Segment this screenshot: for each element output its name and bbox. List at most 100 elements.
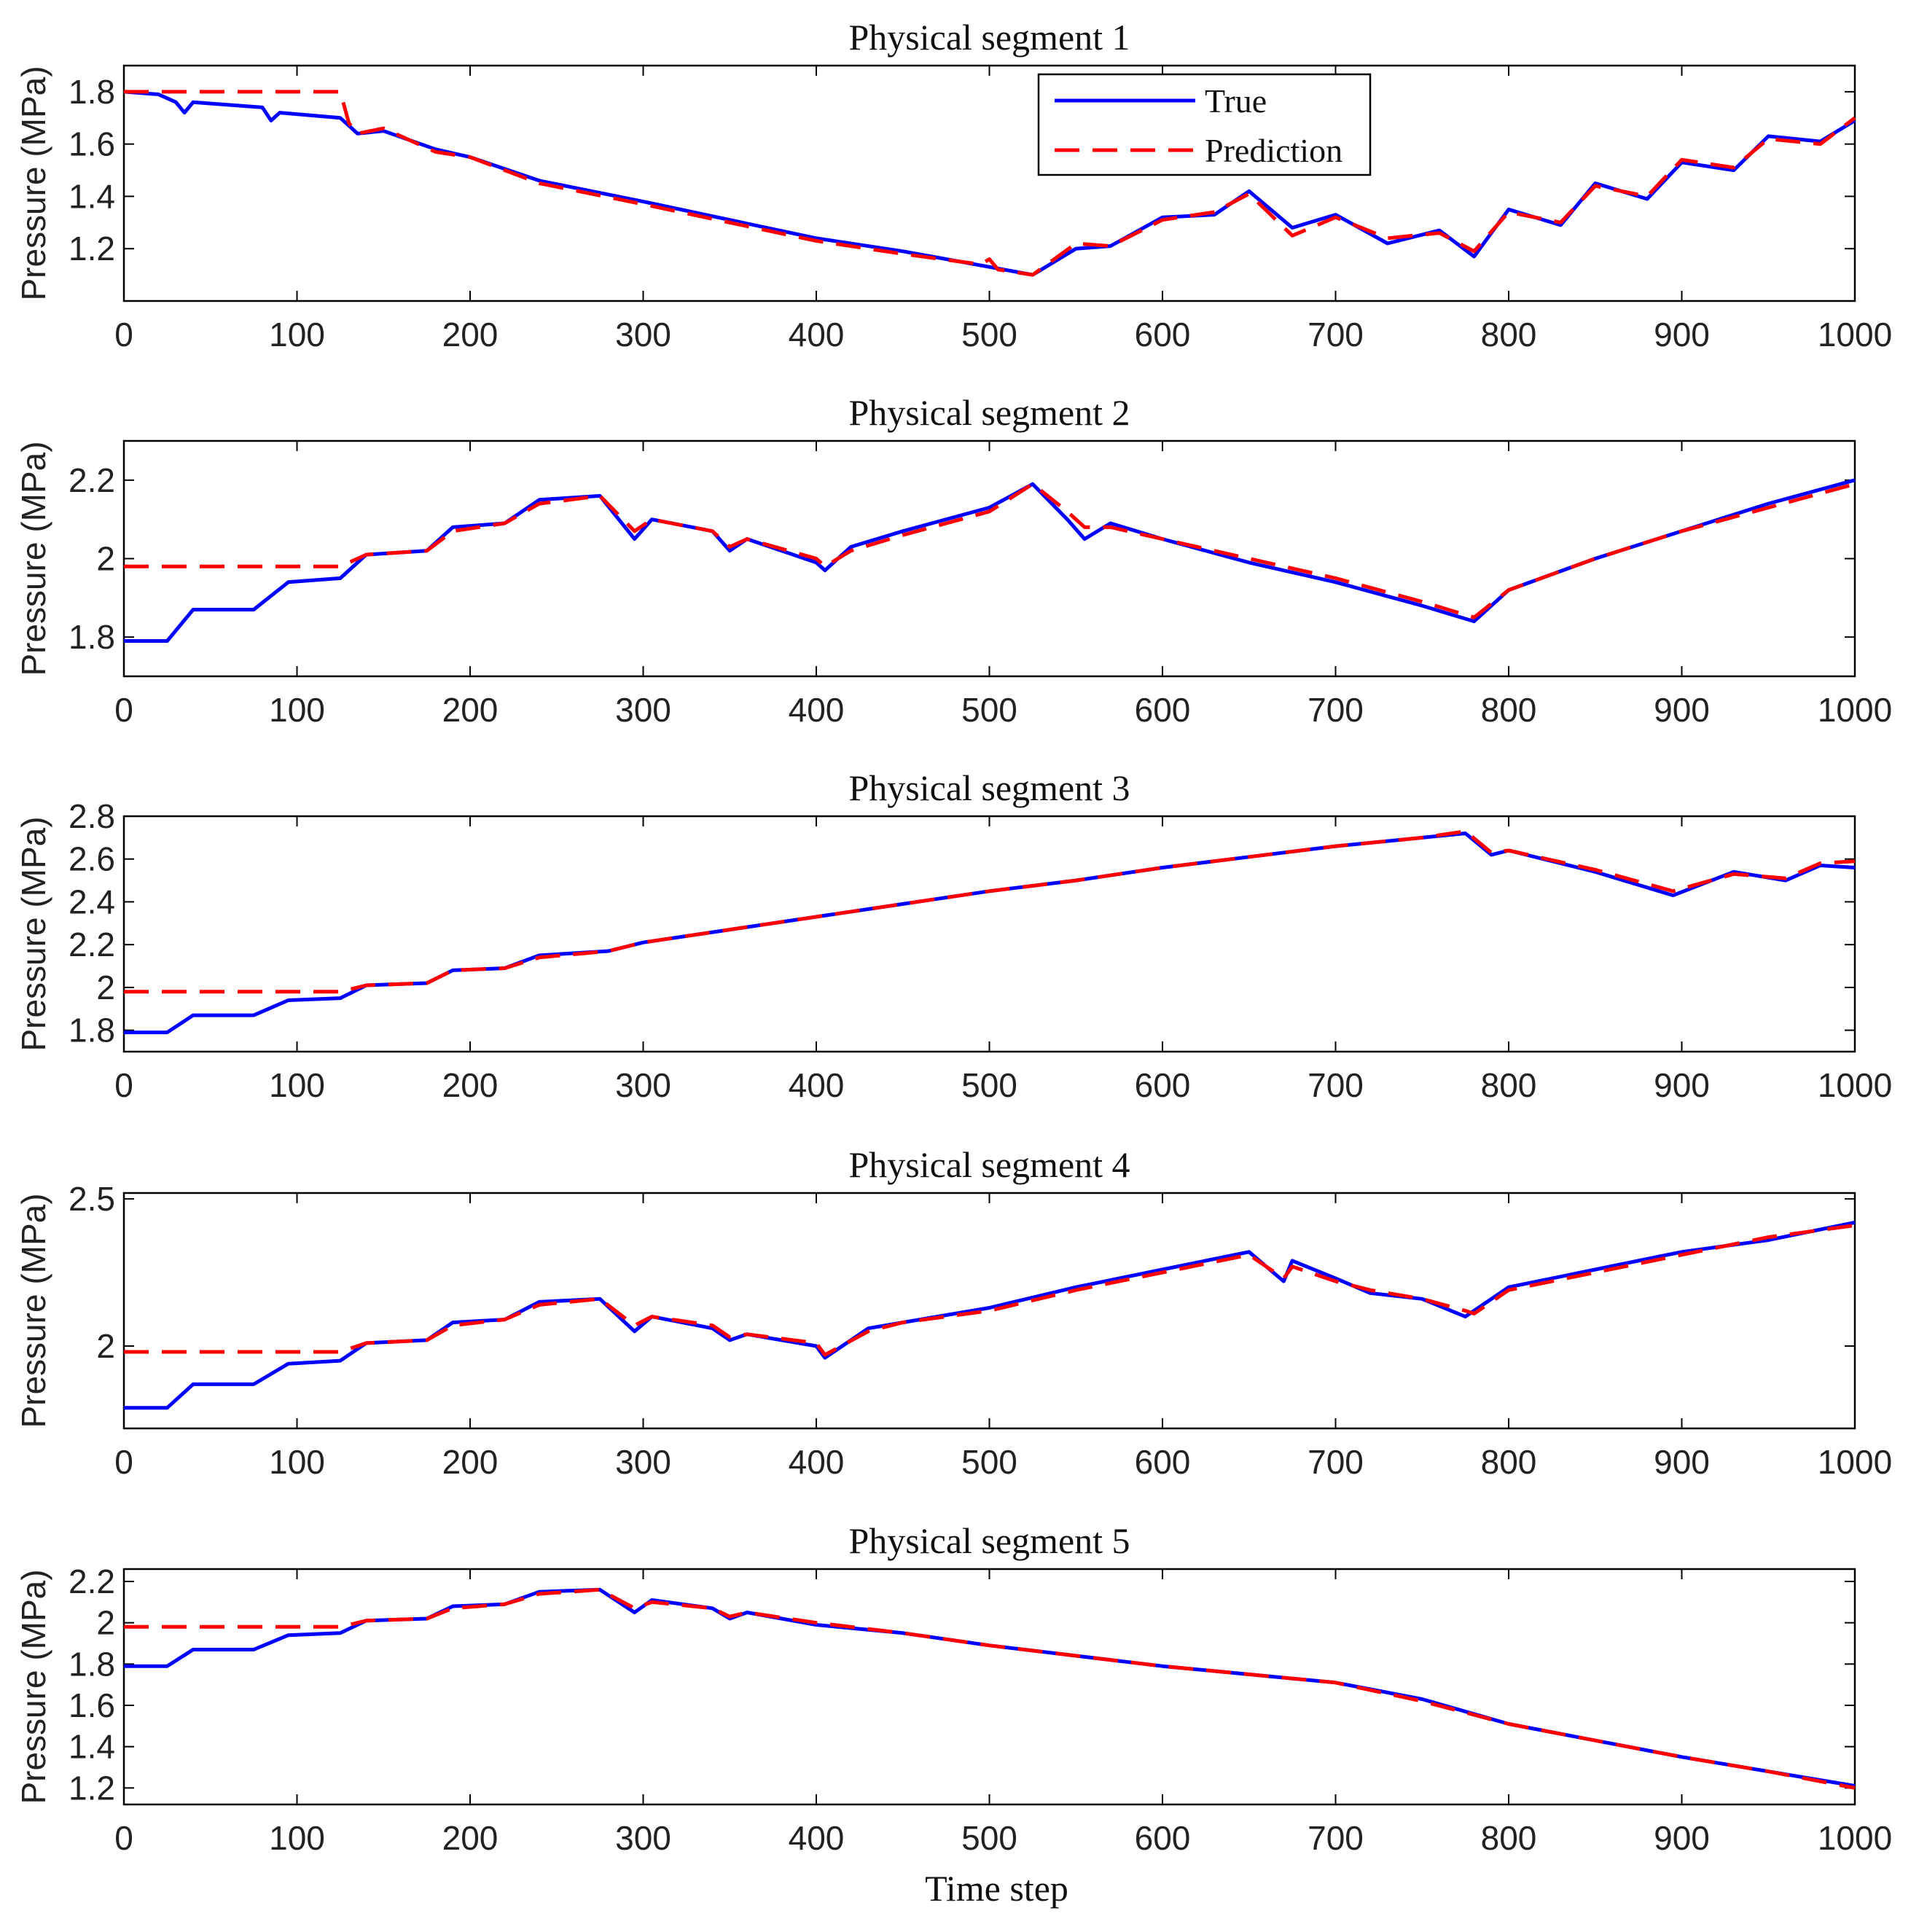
x-tick-label: 400: [789, 1066, 845, 1104]
series-line-true: [124, 832, 1856, 1035]
y-tick-label: 2.2: [69, 461, 115, 499]
y-tick-label: 1.2: [69, 1769, 115, 1807]
series-line-true: [124, 1587, 1856, 1788]
y-tick-label: 1.4: [69, 177, 115, 215]
x-tick-label: 0: [114, 1819, 133, 1857]
y-tick-label: 2.8: [69, 797, 115, 835]
y-tick-label: 2.2: [69, 926, 115, 963]
x-tick-label: 800: [1481, 1443, 1537, 1481]
x-tick-label: 0: [114, 1066, 133, 1104]
subplot-2: Physical segment 2 0 100 200 300 400 500 600 700…: [15, 392, 1892, 729]
x-tick-label: 800: [1481, 691, 1537, 729]
y-axis-label: Pressure (MPa): [15, 441, 52, 676]
x-tick-label: 300: [615, 316, 671, 353]
series-line-prediction: [124, 90, 1856, 277]
x-tick-label: 300: [615, 691, 671, 729]
y-axis-label: Pressure (MPa): [15, 66, 52, 300]
y-axis-label: Pressure (MPa): [15, 816, 52, 1051]
x-tick-label: 500: [961, 691, 1017, 729]
y-tick-label: 1.6: [69, 125, 115, 163]
x-tick-label: 100: [269, 1066, 325, 1104]
x-tick-label: 800: [1481, 316, 1537, 353]
x-tick-label: 400: [789, 691, 845, 729]
x-tick-label: 400: [789, 1443, 845, 1481]
subplot-4: Physical segment 4 0 100 200 300 400 500 600 700…: [15, 1144, 1892, 1481]
y-tick-label: 2: [96, 969, 115, 1006]
x-tick-label: 500: [961, 1819, 1017, 1857]
x-tick-label: 700: [1308, 1819, 1364, 1857]
x-tick-label: 500: [961, 1443, 1017, 1481]
x-tick-label: 900: [1654, 1819, 1710, 1857]
x-tick-label: 200: [442, 691, 499, 729]
series-line-true: [124, 1220, 1856, 1410]
y-axis-label: Pressure (MPa): [15, 1193, 52, 1428]
x-tick-label: 400: [789, 1819, 845, 1857]
x-tick-label: 1000: [1818, 691, 1892, 729]
series-line-prediction: [124, 482, 1856, 619]
y-tick-label: 2: [96, 1327, 115, 1365]
y-tick-label: 2.5: [69, 1180, 115, 1218]
x-tick-label: 200: [442, 1066, 499, 1104]
legend: True Prediction: [1037, 73, 1372, 176]
x-tick-label: 200: [442, 1443, 499, 1481]
x-tick-label: 900: [1654, 1443, 1710, 1481]
x-tick-label: 1000: [1818, 316, 1892, 353]
series-line-true: [123, 90, 1856, 277]
y-tick-label: 1.8: [69, 1645, 115, 1683]
x-tick-label: 500: [961, 316, 1017, 353]
x-tick-label: 400: [789, 316, 845, 353]
plot-frame: [122, 1192, 1856, 1430]
x-tick-label: 0: [114, 1443, 133, 1481]
legend-box: [1037, 73, 1372, 176]
y-axis-label: Pressure (MPa): [15, 1569, 52, 1804]
x-tick-label: 900: [1654, 316, 1710, 353]
x-tick-label: 600: [1135, 1819, 1191, 1857]
x-tick-label: 600: [1135, 691, 1191, 729]
x-tick-label: 600: [1135, 316, 1191, 353]
subplot-title: Physical segment 1: [848, 17, 1130, 58]
x-tick-label: 700: [1308, 1443, 1364, 1481]
x-tick-label: 700: [1308, 691, 1364, 729]
subplot-3: Physical segment 3 0 100 200 300 400 500 600 700…: [15, 767, 1892, 1104]
x-tick-label: 900: [1654, 1066, 1710, 1104]
x-tick-label: 500: [961, 1066, 1017, 1104]
x-tick-label: 600: [1135, 1066, 1191, 1104]
y-tick-label: 2.4: [69, 883, 115, 920]
y-tick-label: 2: [96, 1604, 115, 1642]
subplot-title: Physical segment 2: [848, 392, 1130, 433]
y-tick-label: 1.8: [69, 1012, 115, 1049]
plot-frame: [122, 1568, 1856, 1806]
subplot-title: Physical segment 4: [848, 1144, 1130, 1185]
x-tick-label: 800: [1481, 1819, 1537, 1857]
subplot-1: Physical segment 1 0 100 200 300 400 500 600 700…: [15, 17, 1892, 353]
x-tick-label: 0: [114, 316, 133, 353]
x-tick-label: 600: [1135, 1443, 1191, 1481]
x-tick-label: 900: [1654, 691, 1710, 729]
x-tick-label: 0: [114, 691, 133, 729]
series-line-prediction: [124, 829, 1856, 994]
x-tick-label: 100: [269, 691, 325, 729]
plot-frame: [122, 815, 1856, 1053]
x-tick-label: 200: [442, 316, 499, 353]
x-tick-label: 100: [269, 1819, 325, 1857]
y-tick-label: 1.6: [69, 1686, 115, 1724]
x-tick-label: 700: [1308, 1066, 1364, 1104]
x-tick-label: 1000: [1818, 1443, 1892, 1481]
legend-label-prediction: Prediction: [1205, 132, 1342, 169]
x-tick-label: 100: [269, 1443, 325, 1481]
subplot-5: Physical segment 5 0 100 200 300 400 500 600 700…: [15, 1520, 1892, 1909]
x-tick-label: 300: [615, 1066, 671, 1104]
series-line-prediction: [124, 1223, 1856, 1357]
x-tick-label: 100: [269, 316, 325, 353]
subplot-title: Physical segment 3: [848, 767, 1130, 808]
y-tick-label: 1.8: [69, 618, 115, 656]
y-tick-label: 1.4: [69, 1728, 115, 1766]
series-line-true: [124, 478, 1856, 643]
x-tick-label: 1000: [1818, 1819, 1892, 1857]
x-tick-label: 1000: [1818, 1066, 1892, 1104]
x-tick-label: 700: [1308, 316, 1364, 353]
x-tick-label: 200: [442, 1819, 499, 1857]
y-tick-label: 1.8: [69, 73, 115, 111]
subplot-title: Physical segment 5: [848, 1520, 1130, 1561]
